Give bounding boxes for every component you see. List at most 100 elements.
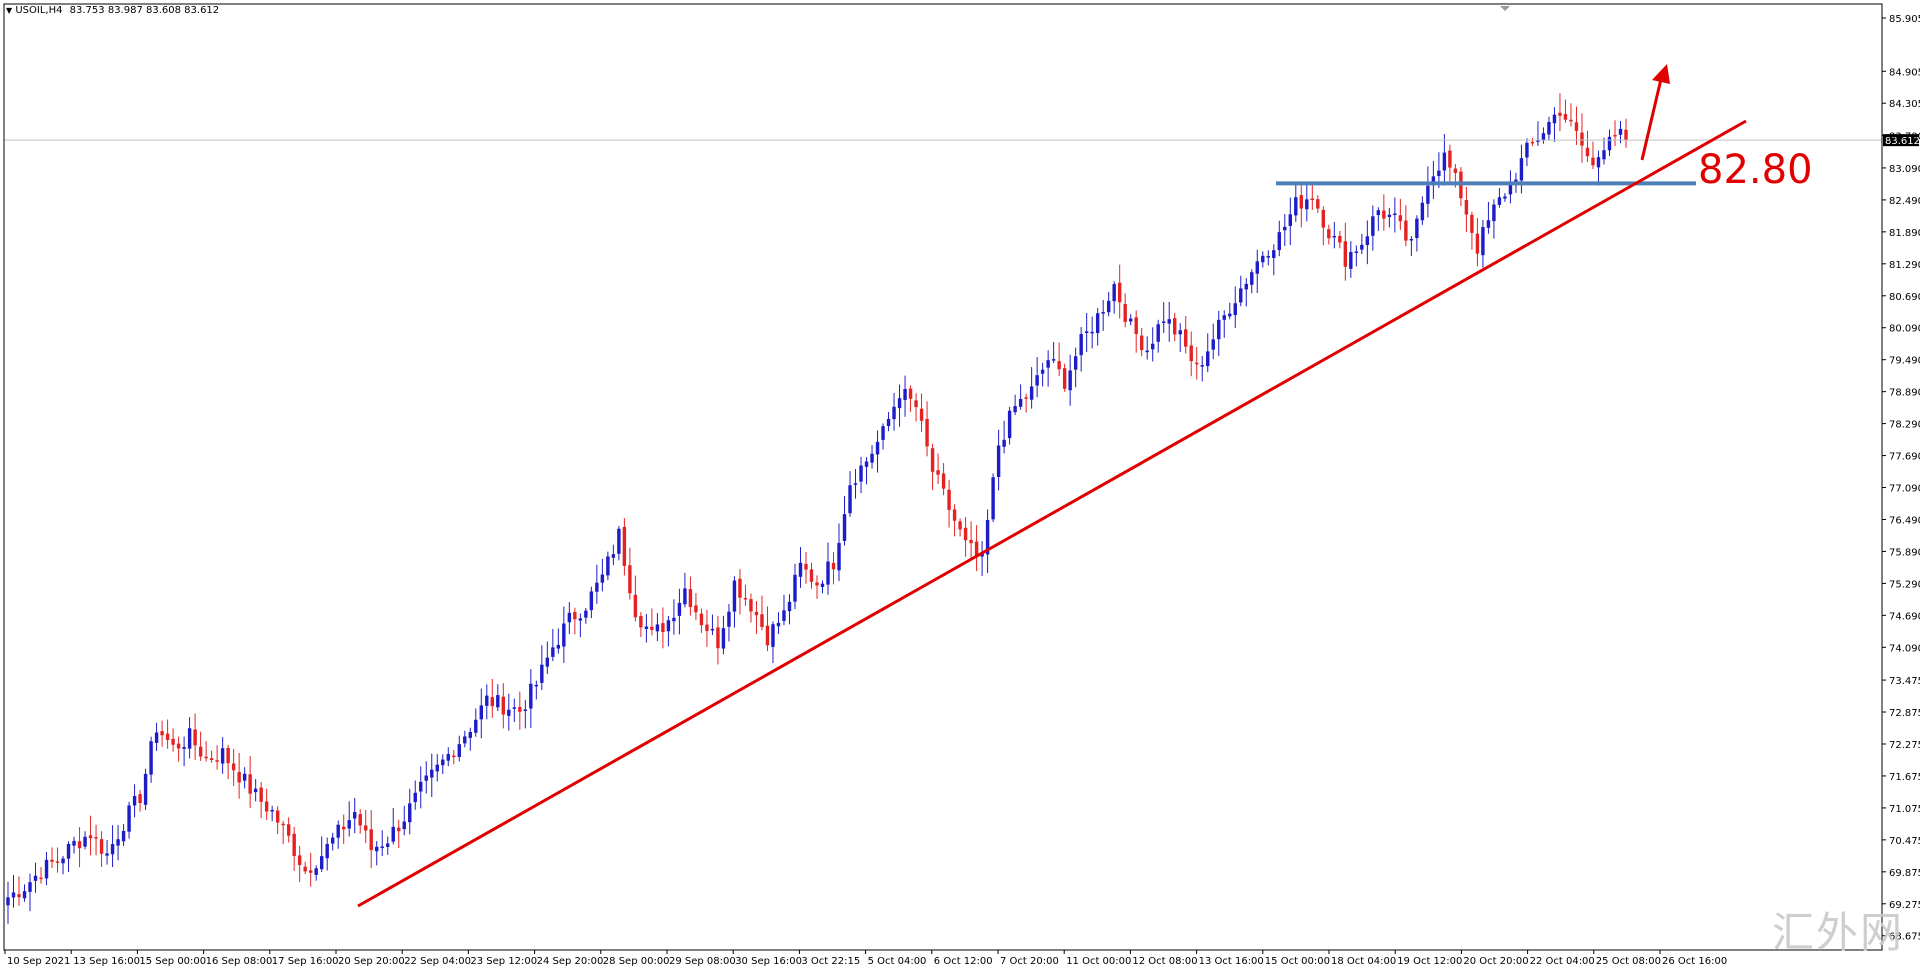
annotations-group: 83.612 82.80 [4,6,1920,908]
candle-body [1145,350,1149,353]
candle-body [99,839,104,854]
candle-body [1095,313,1100,334]
candle-body [1283,226,1287,231]
candle-body [523,709,528,711]
candle-body [1134,317,1138,335]
candle-body [1602,150,1606,160]
candle-body [1173,318,1177,335]
candle-body [1294,197,1298,216]
candle-body [408,803,412,823]
candle-body [1503,196,1507,199]
candle-body [1591,157,1595,166]
candle-body [1101,312,1105,314]
candle-body [55,861,60,863]
candle-body [231,763,236,771]
candle-body [1371,216,1375,236]
up-arrow-shaft [1640,78,1663,161]
candle-body [165,733,170,740]
candle-body [1530,141,1535,144]
candle-body [1448,150,1452,168]
candle-body [1261,255,1265,263]
up-arrow-head [1652,64,1670,84]
candle-body [639,615,643,628]
candle-body [259,787,263,802]
candle-body [897,398,902,409]
candle-body [567,612,572,623]
candle-body [771,624,775,647]
candle-body [1393,213,1397,215]
plot-border [3,3,1883,951]
candle-body [1255,261,1259,274]
x-tick-label: 15 Oct 00:00 [1265,956,1330,967]
candle-body [1453,168,1458,173]
candle-body [474,719,478,733]
candle-body [683,588,687,605]
x-tick-label: 23 Sep 12:00 [470,956,537,967]
candles-group [6,93,1628,924]
x-tick-label: 22 Sep 04:00 [404,956,471,967]
candle-body [1128,318,1133,322]
candle-body [551,647,555,657]
candle-body [974,541,979,556]
candle-body [688,589,693,607]
candle-body [94,837,98,839]
candle-body [754,611,759,616]
y-tick-label: 73.475 [1889,676,1920,687]
candle-body [182,747,186,749]
candle-body [253,788,258,793]
candle-body [160,731,164,736]
candle-body [325,844,329,859]
candle-body [958,521,962,530]
candle-body [1288,214,1292,226]
candle-body [1332,235,1337,238]
candle-body [1040,369,1045,374]
candle-body [1437,170,1441,177]
candle-body [760,614,764,628]
candle-body [672,617,676,622]
candle-body [353,811,357,819]
y-tick-label: 85.905 [1889,14,1920,25]
candle-body [1497,197,1502,205]
candle-body [468,731,472,738]
candle-body [738,578,742,598]
candle-body [66,843,71,859]
dropdown-icon[interactable]: ▼ [6,6,13,15]
candle-body [831,562,836,570]
candle-body [264,801,269,812]
candle-body [1563,114,1568,120]
candle-body [677,602,682,616]
x-tick-label: 7 Oct 20:00 [1000,956,1059,967]
y-tick-label: 83.090 [1889,164,1920,175]
y-tick-label: 80.690 [1889,292,1920,303]
candle-body [6,897,10,906]
candle-body [452,755,456,758]
candle-body [1068,370,1072,391]
candle-body [589,591,594,611]
candle-body [859,465,863,482]
candle-body [1007,410,1012,439]
candle-body [143,773,148,805]
candle-body [886,418,891,426]
candle-body [1360,244,1364,250]
candle-body [1354,251,1359,253]
candle-body [1321,209,1326,228]
candle-body [1266,256,1270,258]
y-tick-label: 69.875 [1889,868,1920,879]
candle-body [193,729,197,746]
candle-body [187,728,192,749]
candle-body [61,858,65,864]
candle-body [732,580,737,612]
candle-body [22,891,27,899]
candle-body [1299,195,1304,209]
x-tick-label: 12 Oct 08:00 [1132,956,1197,967]
candle-body [650,626,654,630]
candle-body [606,556,610,576]
candle-body [1073,356,1078,370]
candle-body [1139,335,1144,351]
candle-body [77,841,82,849]
y-tick-label: 77.090 [1889,484,1920,495]
candle-body [1426,185,1430,204]
x-tick-label: 15 Sep 00:00 [139,956,206,967]
candle-body [1228,313,1232,317]
